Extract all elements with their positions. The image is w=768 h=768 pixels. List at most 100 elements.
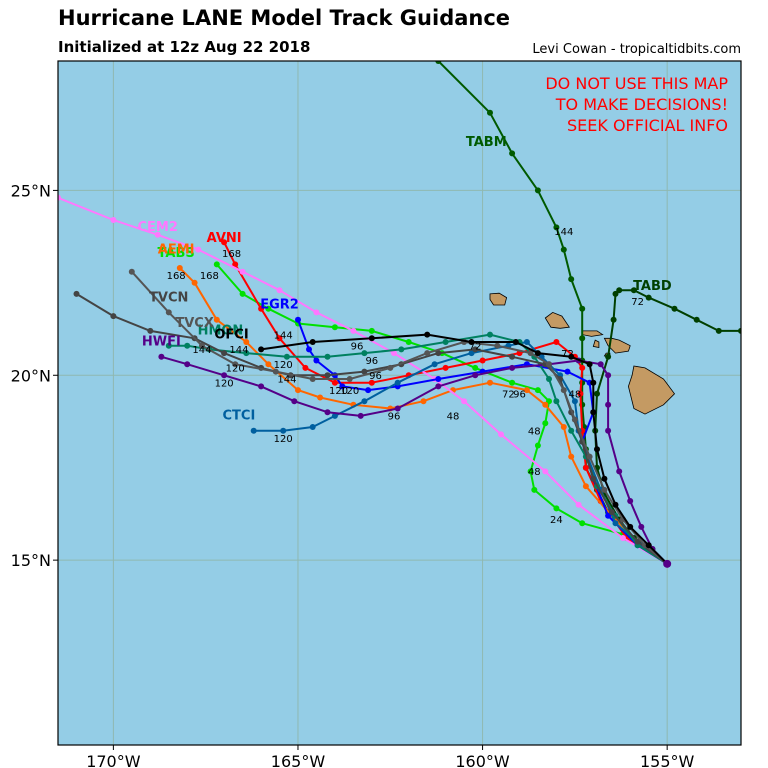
track-point bbox=[472, 346, 479, 353]
forecast-hour-label: 144 bbox=[277, 375, 296, 386]
x-tick-label: 165°W bbox=[271, 752, 326, 768]
x-tick-label: 170°W bbox=[86, 752, 141, 768]
track-point bbox=[534, 387, 541, 394]
forecast-hour-label: 120 bbox=[340, 386, 359, 397]
track-point bbox=[387, 364, 394, 371]
track-point bbox=[232, 261, 239, 268]
grid-lines bbox=[58, 61, 741, 745]
warning-box: DO NOT USE THIS MAP TO MAKE DECISIONS! S… bbox=[545, 74, 728, 135]
chart-subtitle: Initialized at 12z Aug 22 2018 bbox=[58, 38, 311, 56]
track-point bbox=[568, 353, 575, 360]
track-point bbox=[243, 339, 250, 345]
track-point bbox=[221, 239, 228, 246]
forecast-hour-label: 48 bbox=[568, 389, 581, 400]
track-point bbox=[579, 520, 586, 527]
track-hwfi bbox=[158, 353, 671, 567]
forecast-hour-label: 168 bbox=[222, 249, 241, 260]
track-point bbox=[531, 486, 538, 493]
plot-frame bbox=[57, 60, 742, 746]
track-point bbox=[487, 379, 493, 386]
track-point bbox=[431, 361, 438, 368]
track-point bbox=[73, 290, 80, 297]
model-label-ctci: CTCI bbox=[223, 409, 256, 424]
track-point bbox=[258, 305, 265, 312]
track-point bbox=[553, 339, 560, 345]
track-point bbox=[571, 416, 578, 423]
track-point bbox=[309, 376, 316, 382]
track-point bbox=[553, 224, 560, 231]
track-point bbox=[575, 501, 582, 508]
track-point bbox=[339, 383, 346, 390]
track-point bbox=[605, 353, 612, 360]
track-point bbox=[553, 398, 560, 405]
forecast-hour-label: 168 bbox=[200, 271, 219, 282]
forecast-hour-label: 168 bbox=[167, 271, 186, 282]
track-point bbox=[213, 261, 220, 268]
forecast-hour-label: 72 bbox=[502, 389, 515, 400]
track-point bbox=[350, 327, 357, 334]
track-point bbox=[586, 453, 593, 460]
track-point bbox=[368, 335, 375, 342]
track-point bbox=[154, 231, 161, 238]
forecast-hour-label: 48 bbox=[447, 412, 460, 423]
track-point bbox=[634, 538, 641, 545]
track-point bbox=[715, 327, 722, 334]
track-point bbox=[295, 387, 301, 394]
track-ofci bbox=[258, 331, 671, 567]
track-point bbox=[487, 331, 493, 338]
track-point bbox=[361, 350, 368, 357]
track-point bbox=[468, 350, 475, 357]
track-line-hwfi bbox=[161, 355, 668, 565]
x-tick-label: 155°W bbox=[640, 752, 695, 768]
track-point bbox=[534, 350, 541, 357]
track-point bbox=[546, 376, 552, 382]
model-label-tabd: TABD bbox=[633, 279, 672, 294]
track-point bbox=[590, 409, 597, 416]
track-point bbox=[542, 468, 549, 475]
forecast-hour-label: 120 bbox=[226, 364, 245, 375]
track-point bbox=[442, 364, 449, 371]
forecast-hour-label: 144 bbox=[554, 227, 573, 238]
island bbox=[489, 292, 508, 306]
track-point bbox=[291, 398, 298, 405]
track-point bbox=[645, 294, 652, 301]
track-point bbox=[165, 342, 172, 349]
track-point bbox=[317, 394, 324, 401]
track-point bbox=[601, 486, 608, 493]
track-point bbox=[610, 316, 617, 323]
track-point bbox=[579, 305, 586, 312]
track-point bbox=[612, 520, 619, 527]
track-point bbox=[586, 361, 593, 368]
track-point bbox=[265, 305, 272, 312]
track-point bbox=[346, 376, 353, 382]
track-point bbox=[605, 401, 612, 408]
chart-title: Hurricane LANE Model Track Guidance bbox=[58, 6, 511, 30]
forecast-hour-label: 96 bbox=[351, 341, 364, 352]
track-point bbox=[221, 372, 228, 379]
track-point bbox=[509, 379, 516, 386]
x-tick-label: 160°W bbox=[455, 752, 510, 768]
track-point bbox=[509, 364, 516, 371]
track-point bbox=[361, 398, 368, 405]
track-line-cem2 bbox=[58, 196, 668, 565]
y-tick-label: 20°N bbox=[11, 366, 51, 385]
track-point bbox=[313, 357, 320, 364]
track-point bbox=[165, 309, 172, 316]
track-point bbox=[645, 542, 652, 549]
model-label-hwfi: HWFI bbox=[142, 335, 181, 350]
track-point bbox=[560, 424, 567, 430]
track-point bbox=[671, 305, 678, 312]
track-point bbox=[627, 498, 634, 504]
track-point bbox=[619, 535, 626, 541]
track-point bbox=[213, 316, 220, 323]
track-point bbox=[232, 361, 239, 368]
track-point bbox=[594, 390, 600, 397]
track-point bbox=[472, 364, 479, 371]
y-tick-label: 25°N bbox=[11, 181, 51, 200]
track-point bbox=[280, 427, 287, 434]
model-label-tabm: TABM bbox=[466, 135, 507, 150]
track-point bbox=[276, 335, 283, 342]
model-label-aemi: AEMI bbox=[158, 242, 195, 257]
forecast-hour-label: 144 bbox=[274, 330, 293, 341]
track-point bbox=[391, 350, 397, 357]
